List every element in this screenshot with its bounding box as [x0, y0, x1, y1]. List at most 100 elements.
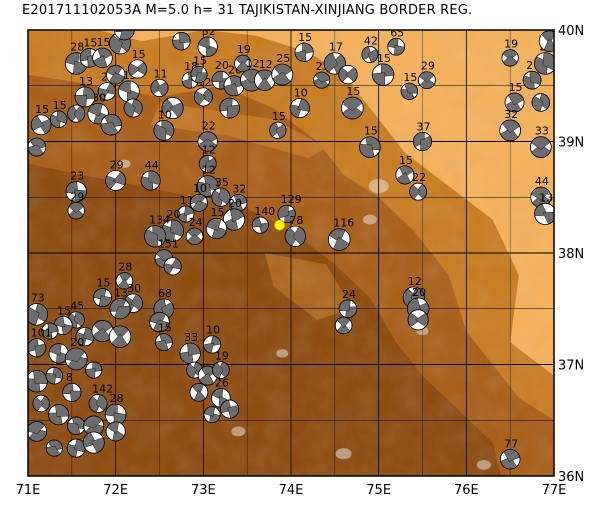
beachball: 23	[313, 60, 331, 89]
y-tick-label: 40N	[558, 24, 584, 39]
beachball	[28, 421, 48, 442]
beachball	[334, 316, 353, 335]
beachball-depth-label: 10	[158, 108, 172, 121]
beachball: 15	[30, 103, 52, 136]
beachball: 15	[92, 36, 113, 69]
beachball-depth-label: 13	[175, 20, 189, 33]
beachball-depth-label: 10	[294, 86, 308, 99]
beachball-depth-label: 28	[110, 392, 124, 405]
beachball: 29	[418, 60, 436, 90]
beachball: 42	[361, 34, 379, 63]
beachball-depth-label: 15	[544, 19, 558, 32]
beachball-depth-label: 73	[31, 291, 45, 304]
beachball-depth-label: 151	[158, 238, 179, 251]
beachball: 15	[504, 81, 525, 113]
beachball-depth-label: 29	[421, 60, 435, 73]
event-marker	[274, 219, 286, 231]
beachball: 13	[534, 191, 554, 226]
beachball-depth-label: 33	[184, 331, 198, 344]
beachball-depth-label: 19	[237, 43, 251, 56]
beachball: 12	[254, 58, 276, 91]
beachball-depth-label: 15	[403, 71, 417, 84]
beachball: 13	[109, 287, 131, 320]
beachball-depth-label: 15	[364, 125, 378, 138]
epicenter-marker	[274, 219, 286, 231]
beachball-depth-label: 15	[346, 85, 360, 98]
beachball: 15	[50, 99, 68, 128]
beachball: 12	[198, 143, 217, 173]
beachball-depth-label: 33	[535, 125, 549, 138]
beachball-depth-label: 11	[180, 194, 194, 207]
x-tick-label: 76E	[454, 483, 479, 498]
beachball-depth-label: 13	[114, 287, 128, 300]
beachball-depth-label: 37	[417, 120, 431, 133]
beachball	[48, 404, 70, 426]
beachball-depth-label: 15	[158, 322, 172, 335]
beachball: 44	[530, 175, 552, 208]
beachball: 10	[289, 86, 310, 119]
beachball: 26	[223, 64, 245, 97]
beachball-depth-label: 15	[132, 48, 146, 61]
beachball: 2	[522, 59, 542, 90]
beachball: 15	[205, 206, 228, 240]
beachball-depth-label: 44	[535, 175, 549, 188]
beachball: 15	[155, 322, 173, 352]
beachball-depth-label: 28	[70, 41, 84, 54]
beachball: 25	[271, 52, 294, 86]
x-tick-label: 71E	[16, 483, 41, 498]
beachball-depth-label: 15	[83, 37, 97, 50]
beachball-depth-label: 2	[526, 59, 533, 72]
x-tick-label: 74E	[279, 483, 304, 498]
beachball-depth-label: 20	[167, 208, 181, 221]
beachball-depth-label: 142	[92, 382, 113, 395]
beachball: 15	[128, 48, 148, 79]
beachball: 140	[251, 205, 275, 234]
beachball: 13	[172, 20, 191, 51]
beachball: 77	[499, 437, 521, 470]
beachball: 44	[140, 159, 161, 191]
beachball	[45, 366, 64, 385]
beachball: 19	[234, 43, 252, 73]
map-frame	[27, 29, 555, 477]
beachball	[407, 309, 429, 331]
beachball-depth-label: 15	[509, 81, 523, 94]
beachball	[108, 325, 132, 348]
beachball-depth-label: 65	[390, 26, 404, 39]
beachball-depth-label: 24	[189, 216, 203, 229]
beachball	[161, 97, 184, 120]
beachball-depth-label: 22	[412, 171, 426, 184]
beachball-depth-label: 25	[276, 52, 290, 65]
beachball-depth-label: 10	[118, 8, 132, 21]
beachball: 32	[499, 108, 521, 142]
x-tick-label: 72E	[103, 483, 128, 498]
beachball: 15	[371, 52, 395, 86]
beachball: 10	[153, 108, 175, 141]
graticule	[28, 30, 554, 476]
beachball-depth-label: 19	[504, 38, 518, 51]
beachball: 15	[269, 110, 287, 139]
beachball	[67, 104, 86, 123]
beachball: 19	[501, 38, 519, 67]
beachball: 24	[185, 216, 204, 245]
x-tick-label: 75E	[366, 483, 391, 498]
beachball: 15	[190, 54, 208, 84]
beachball-depth-label: 26	[215, 377, 229, 390]
beachball-depth-label: 20	[215, 59, 229, 72]
beachball: 8	[62, 371, 82, 402]
beachball: 11	[177, 194, 195, 223]
beachball	[91, 320, 114, 343]
beachball	[219, 97, 240, 119]
beachball: 32	[229, 182, 248, 212]
beachball-depth-label: 35	[215, 176, 229, 189]
beachball	[28, 137, 47, 157]
beachball: 28	[104, 392, 127, 426]
beachball	[531, 93, 551, 112]
beachball	[105, 421, 126, 442]
beachball-depth-label: 15	[53, 99, 67, 112]
beachball-depth-label: 12	[202, 164, 216, 177]
beachball-depth-label: 30	[127, 282, 141, 295]
beachball: 32	[197, 30, 218, 57]
beachball: 13	[74, 75, 96, 108]
beachball	[203, 406, 221, 424]
